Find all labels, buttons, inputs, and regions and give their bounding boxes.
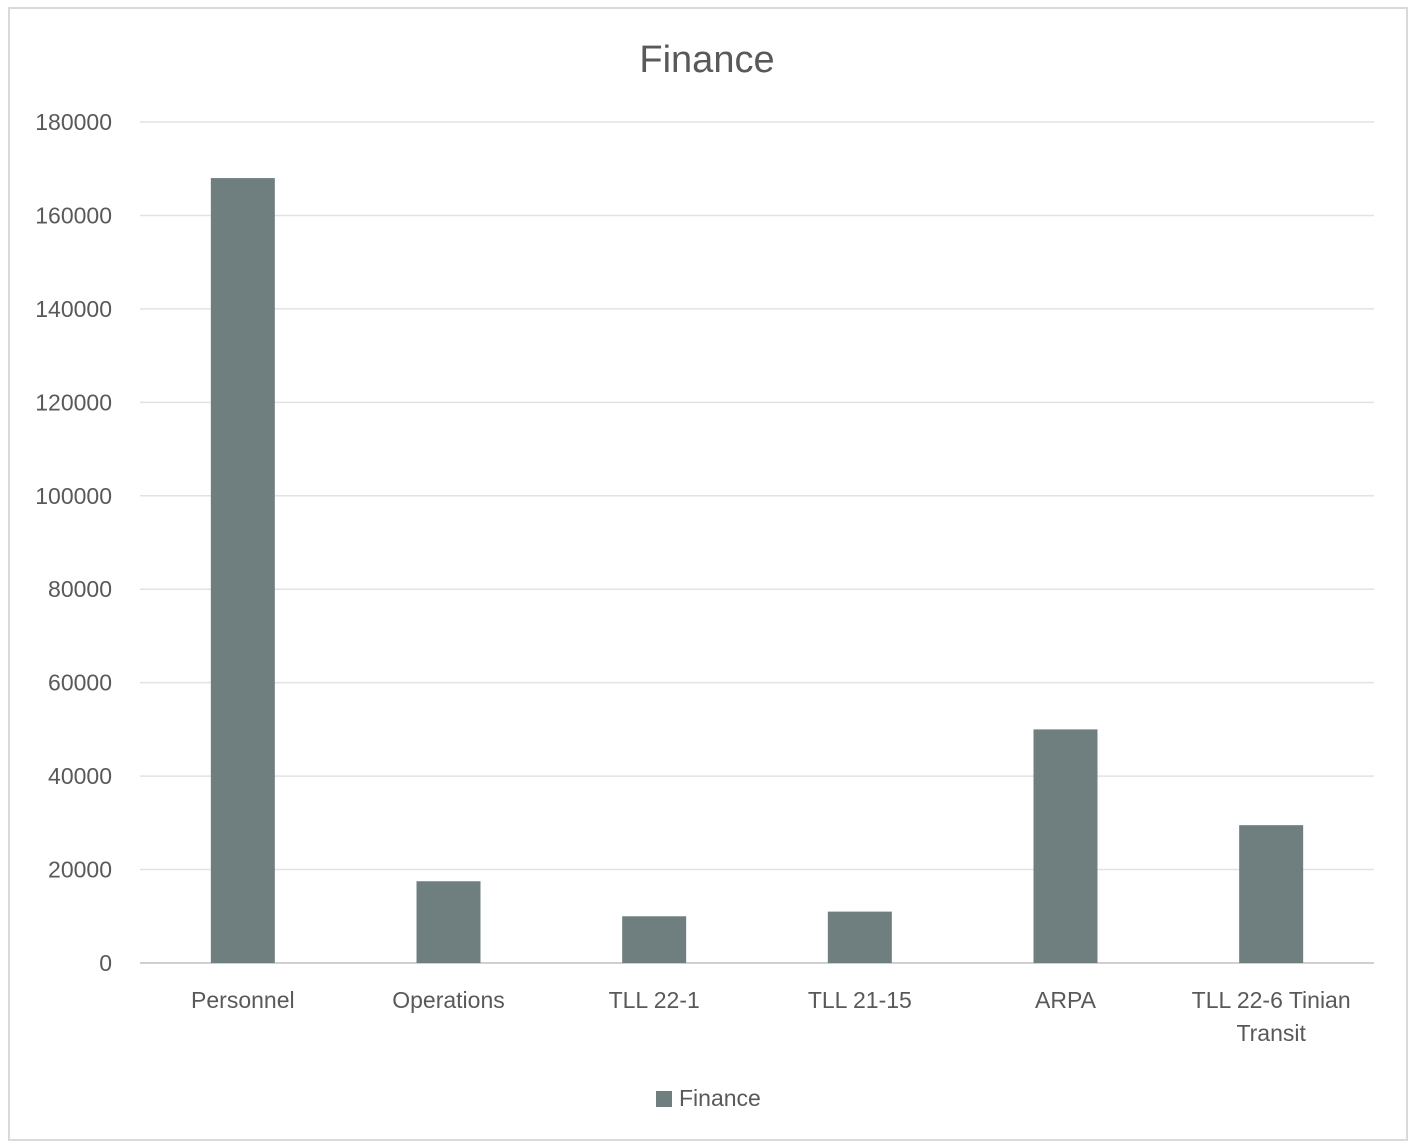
bar xyxy=(416,881,481,963)
x-tick-label: Operations xyxy=(392,987,505,1013)
x-tick-label: TLL 22-6 Tinian Transit xyxy=(1192,987,1351,1046)
y-tick-label: 160000 xyxy=(35,202,112,228)
y-tick-label: 80000 xyxy=(48,576,112,602)
legend: Finance xyxy=(656,1085,761,1111)
x-tick-label: TLL 21-15 xyxy=(808,987,912,1013)
bar xyxy=(827,911,892,963)
y-tick-label: 120000 xyxy=(35,389,112,415)
y-tick-label: 100000 xyxy=(35,483,112,509)
bar xyxy=(1239,825,1304,963)
y-tick-label: 60000 xyxy=(48,670,112,696)
x-tick-label: TLL 22-1 xyxy=(609,987,700,1013)
legend-label: Finance xyxy=(679,1085,761,1111)
chart-title: Finance xyxy=(639,39,774,81)
x-tick-label: ARPA xyxy=(1035,987,1097,1013)
bar xyxy=(1033,729,1098,963)
y-tick-label: 0 xyxy=(99,950,112,976)
x-axis-ticks: Personnel Operations TLL 22-1 TLL 21-15 ARPA… xyxy=(191,987,1351,1046)
y-tick-label: 40000 xyxy=(48,763,112,789)
x-tick-label: Personnel xyxy=(191,987,295,1013)
bar xyxy=(622,916,687,963)
bar xyxy=(210,178,275,964)
y-tick-label: 140000 xyxy=(35,296,112,322)
y-tick-label: 180000 xyxy=(35,109,112,135)
y-tick-label: 20000 xyxy=(48,857,112,883)
bars xyxy=(210,178,1304,964)
gridlines xyxy=(140,121,1374,964)
legend-swatch xyxy=(656,1091,672,1107)
y-axis-ticks: 0 20000 40000 60000 80000 100000 120000 140000 1… xyxy=(35,109,112,976)
